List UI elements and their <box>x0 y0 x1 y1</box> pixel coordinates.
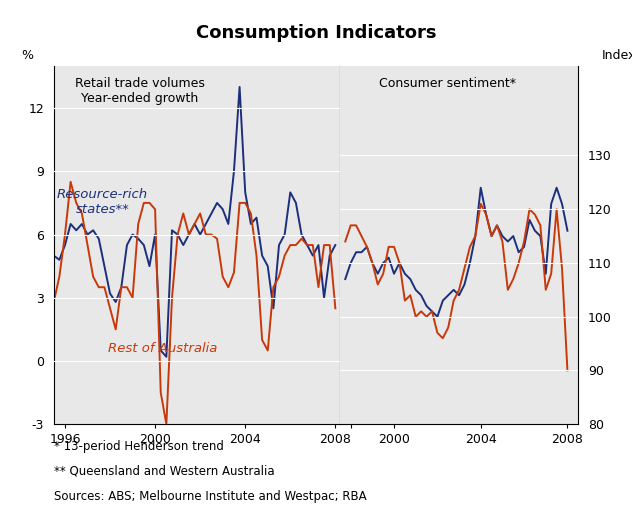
Text: Retail trade volumes
Year-ended growth: Retail trade volumes Year-ended growth <box>75 76 205 105</box>
Text: Rest of Australia: Rest of Australia <box>108 343 217 356</box>
Text: Consumer sentiment*: Consumer sentiment* <box>379 76 516 90</box>
Text: Resource-rich
states**: Resource-rich states** <box>57 188 148 216</box>
Text: Sources: ABS; Melbourne Institute and Westpac; RBA: Sources: ABS; Melbourne Institute and We… <box>54 490 367 503</box>
Text: ** Queensland and Western Australia: ** Queensland and Western Australia <box>54 465 274 478</box>
Text: * 13-period Henderson trend: * 13-period Henderson trend <box>54 440 224 453</box>
Text: Consumption Indicators: Consumption Indicators <box>196 24 436 42</box>
Text: %: % <box>21 50 33 62</box>
Text: Index: Index <box>602 50 632 62</box>
